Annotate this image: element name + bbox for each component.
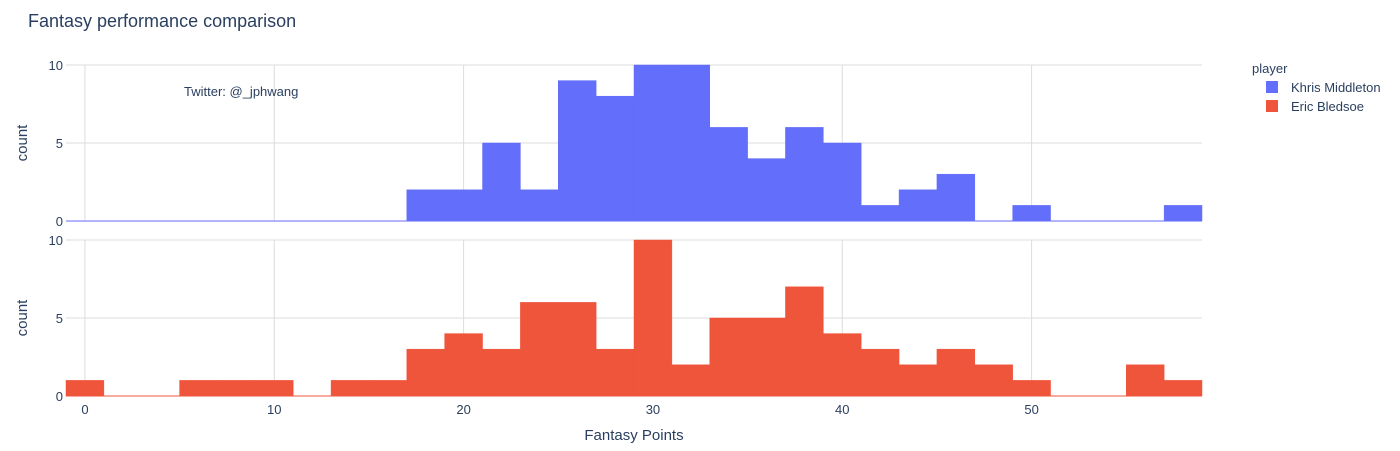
histogram-bar[interactable] bbox=[709, 317, 748, 397]
y-tick-label: 5 bbox=[56, 311, 63, 326]
histogram-bar[interactable] bbox=[860, 348, 900, 397]
x-tick-label: 50 bbox=[1024, 402, 1038, 417]
y-tick-label: 10 bbox=[49, 233, 63, 248]
y-tick-label: 0 bbox=[56, 389, 63, 404]
bars-layer bbox=[65, 64, 1203, 397]
histogram-bar[interactable] bbox=[558, 80, 597, 222]
y-axis-title-top: count bbox=[14, 124, 31, 162]
histogram-bar[interactable] bbox=[671, 364, 710, 397]
y-axis-title-bottom: count bbox=[14, 299, 31, 337]
histogram-bar[interactable] bbox=[444, 333, 483, 397]
x-axis-title: Fantasy Points bbox=[584, 427, 683, 444]
histogram-bar[interactable] bbox=[747, 317, 786, 397]
histogram-bar[interactable] bbox=[633, 239, 673, 397]
histogram-bar[interactable] bbox=[406, 348, 445, 397]
chart-title: Fantasy performance comparison bbox=[28, 11, 296, 31]
histogram-bar[interactable] bbox=[671, 64, 710, 222]
histogram-bar[interactable] bbox=[179, 380, 218, 397]
histogram-bar[interactable] bbox=[860, 205, 900, 222]
y-tick-label: 5 bbox=[56, 136, 63, 151]
annotation-text: Twitter: @_jphwang bbox=[184, 84, 298, 99]
histogram-bar[interactable] bbox=[406, 189, 445, 222]
histogram-bar[interactable] bbox=[482, 348, 521, 397]
histogram-bar[interactable] bbox=[482, 142, 521, 222]
legend: player Khris Middleton Eric Bledsoe bbox=[1252, 61, 1381, 114]
y-tick-label: 10 bbox=[49, 58, 63, 73]
histogram-bar[interactable] bbox=[444, 189, 483, 222]
x-tick-label: 20 bbox=[456, 402, 470, 417]
x-tick-label: 10 bbox=[267, 402, 281, 417]
histogram-bar[interactable] bbox=[785, 127, 824, 222]
histogram-bar[interactable] bbox=[633, 64, 673, 222]
histogram-bar[interactable] bbox=[1012, 205, 1051, 222]
histogram-bar[interactable] bbox=[595, 348, 635, 397]
axis-layer: 0 5 10 0 5 10 0 10 20 30 40 50 bbox=[49, 58, 1202, 417]
histogram-bar[interactable] bbox=[936, 348, 976, 397]
legend-swatch-eric-bledsoe bbox=[1266, 100, 1278, 112]
histogram-bar[interactable] bbox=[823, 142, 862, 222]
histogram-bar[interactable] bbox=[558, 302, 597, 397]
histogram-bar[interactable] bbox=[595, 95, 635, 222]
histogram-bar[interactable] bbox=[1163, 380, 1203, 397]
legend-item-eric-bledsoe[interactable]: Eric Bledsoe bbox=[1266, 99, 1364, 114]
histogram-bar[interactable] bbox=[330, 380, 370, 397]
histogram-bar[interactable] bbox=[823, 333, 862, 397]
histogram-bar[interactable] bbox=[785, 286, 824, 397]
legend-title: player bbox=[1252, 61, 1288, 76]
histogram-bar[interactable] bbox=[520, 302, 559, 397]
histogram-bar[interactable] bbox=[1163, 205, 1203, 222]
x-tick-label: 30 bbox=[646, 402, 660, 417]
histogram-bar[interactable] bbox=[936, 173, 976, 222]
histogram-bar[interactable] bbox=[974, 364, 1013, 397]
histogram-bar[interactable] bbox=[217, 380, 256, 397]
legend-label-khris-middleton: Khris Middleton bbox=[1291, 80, 1381, 95]
histogram-bar[interactable] bbox=[898, 364, 938, 397]
histogram-bar[interactable] bbox=[368, 380, 408, 397]
histogram-bar[interactable] bbox=[255, 380, 294, 397]
histogram-bar[interactable] bbox=[1012, 380, 1051, 397]
histogram-bar[interactable] bbox=[747, 158, 786, 222]
x-tick-label: 0 bbox=[81, 402, 88, 417]
legend-label-eric-bledsoe: Eric Bledsoe bbox=[1291, 99, 1364, 114]
x-tick-label: 40 bbox=[835, 402, 849, 417]
legend-item-khris-middleton[interactable]: Khris Middleton bbox=[1266, 80, 1381, 95]
legend-swatch-khris-middleton bbox=[1266, 81, 1278, 93]
histogram-bar[interactable] bbox=[1126, 364, 1165, 397]
y-tick-label: 0 bbox=[56, 214, 63, 229]
histogram-bar[interactable] bbox=[520, 189, 559, 222]
histogram-bar[interactable] bbox=[898, 189, 938, 222]
histogram-bar[interactable] bbox=[65, 380, 105, 397]
histogram-bar[interactable] bbox=[709, 127, 748, 222]
